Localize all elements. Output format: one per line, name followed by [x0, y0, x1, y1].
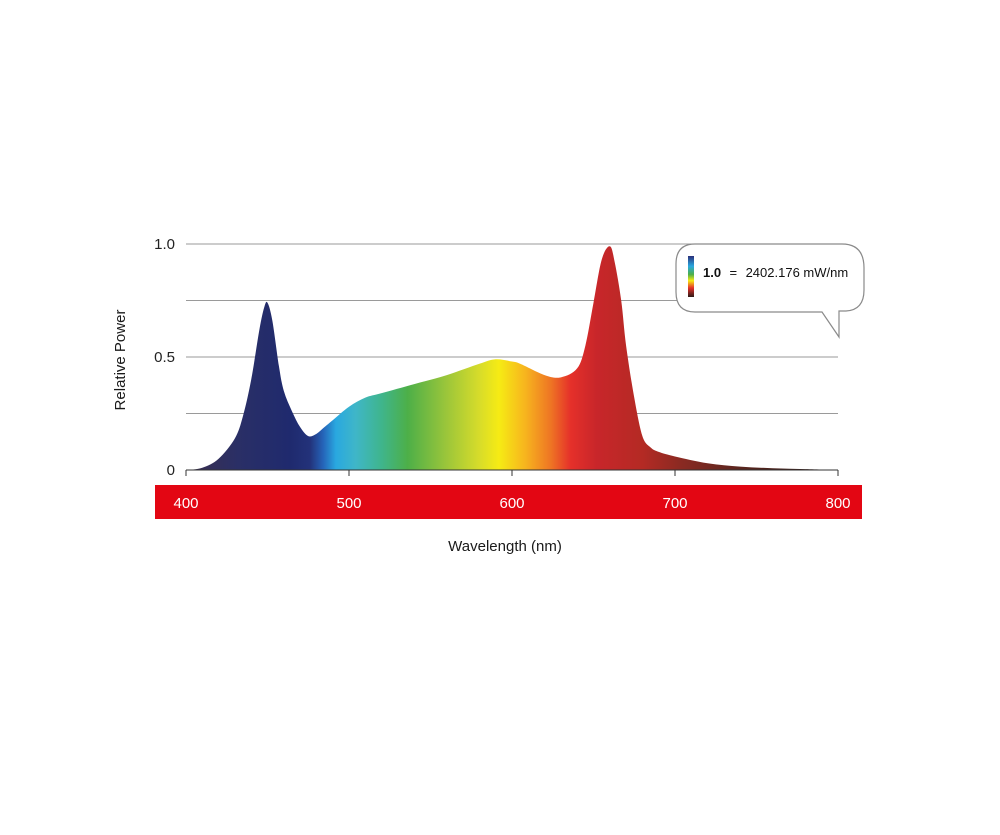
x-axis-label: Wavelength (nm) — [448, 538, 562, 555]
y-tick-label-0.5: 0.5 — [154, 349, 175, 366]
x-tick-label-400: 400 — [173, 495, 198, 512]
x-tick-labels: 400 500 600 700 800 — [173, 470, 851, 512]
callout-text: 2402.176 mW/nm — [746, 265, 849, 280]
unit-callout: 1.0 = 2402.176 mW/nm — [675, 243, 865, 339]
wavelength-band — [155, 485, 862, 519]
y-axis-label: Relative Power — [112, 310, 129, 411]
x-tick-label-800: 800 — [825, 495, 850, 512]
callout-equals: = — [730, 265, 738, 280]
callout-bubble — [675, 243, 865, 339]
spectrum-area — [186, 246, 838, 470]
svg-text:1.0 = 2402.176 mW/: 1.0 = 2402.176 mW/nm — [703, 264, 848, 281]
callout-value-label: 1.0 — [703, 265, 721, 280]
y-tick-labels: 0 0.5 1.0 — [154, 236, 175, 479]
x-tick-label-500: 500 — [336, 495, 361, 512]
callout-color-scale — [688, 256, 694, 297]
x-tick-label-700: 700 — [662, 495, 687, 512]
x-tick-label-600: 600 — [499, 495, 524, 512]
y-tick-label-0: 0 — [167, 462, 175, 479]
y-tick-label-1.0: 1.0 — [154, 236, 175, 253]
